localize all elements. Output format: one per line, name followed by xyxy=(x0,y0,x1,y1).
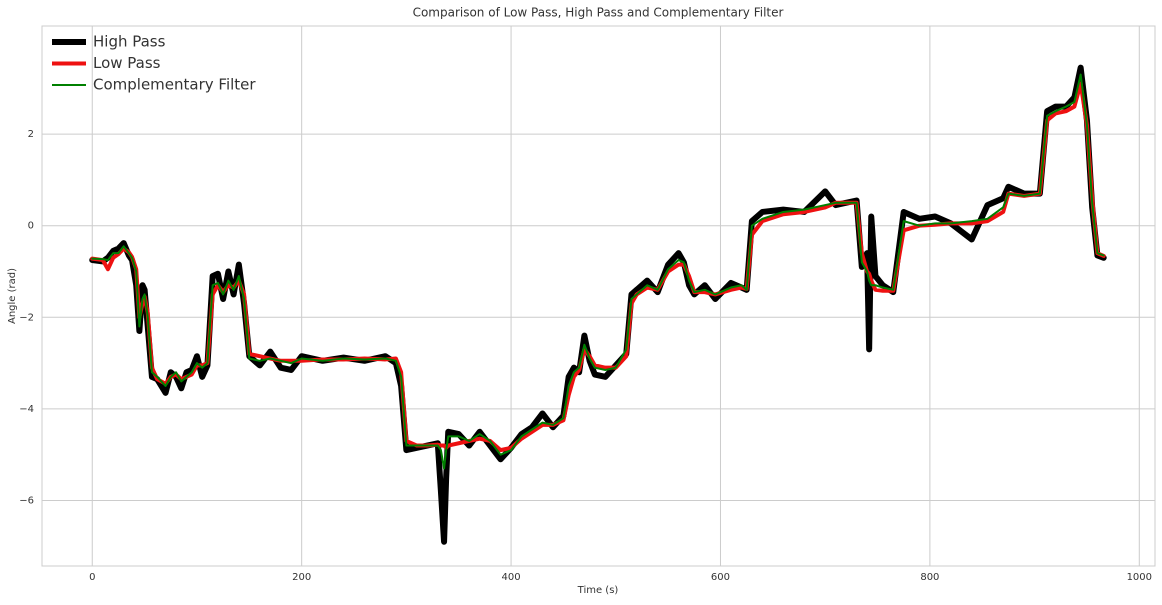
y-axis-label: Angle (rad) xyxy=(7,268,18,324)
x-tick-label: 0 xyxy=(89,572,95,583)
x-tick-label: 400 xyxy=(502,572,521,583)
y-tick-label: −4 xyxy=(19,404,34,415)
chart-title: Comparison of Low Pass, High Pass and Co… xyxy=(413,6,784,20)
x-axis-label: Time (s) xyxy=(577,585,619,596)
x-tick-label: 600 xyxy=(711,572,730,583)
x-tick-label: 200 xyxy=(292,572,311,583)
y-tick-label: −2 xyxy=(19,312,34,323)
plot-area xyxy=(42,26,1155,566)
x-tick-label: 1000 xyxy=(1127,572,1152,583)
legend-label: High Pass xyxy=(93,33,166,51)
x-tick-label: 800 xyxy=(920,572,939,583)
series-line xyxy=(91,73,1105,470)
y-tick-label: 0 xyxy=(28,221,34,232)
y-tick-label: −6 xyxy=(19,496,34,507)
legend-label: Complementary Filter xyxy=(93,76,256,94)
legend-label: Low Pass xyxy=(93,54,161,72)
y-tick-label: 2 xyxy=(28,129,34,140)
plot-frame xyxy=(41,25,1156,567)
